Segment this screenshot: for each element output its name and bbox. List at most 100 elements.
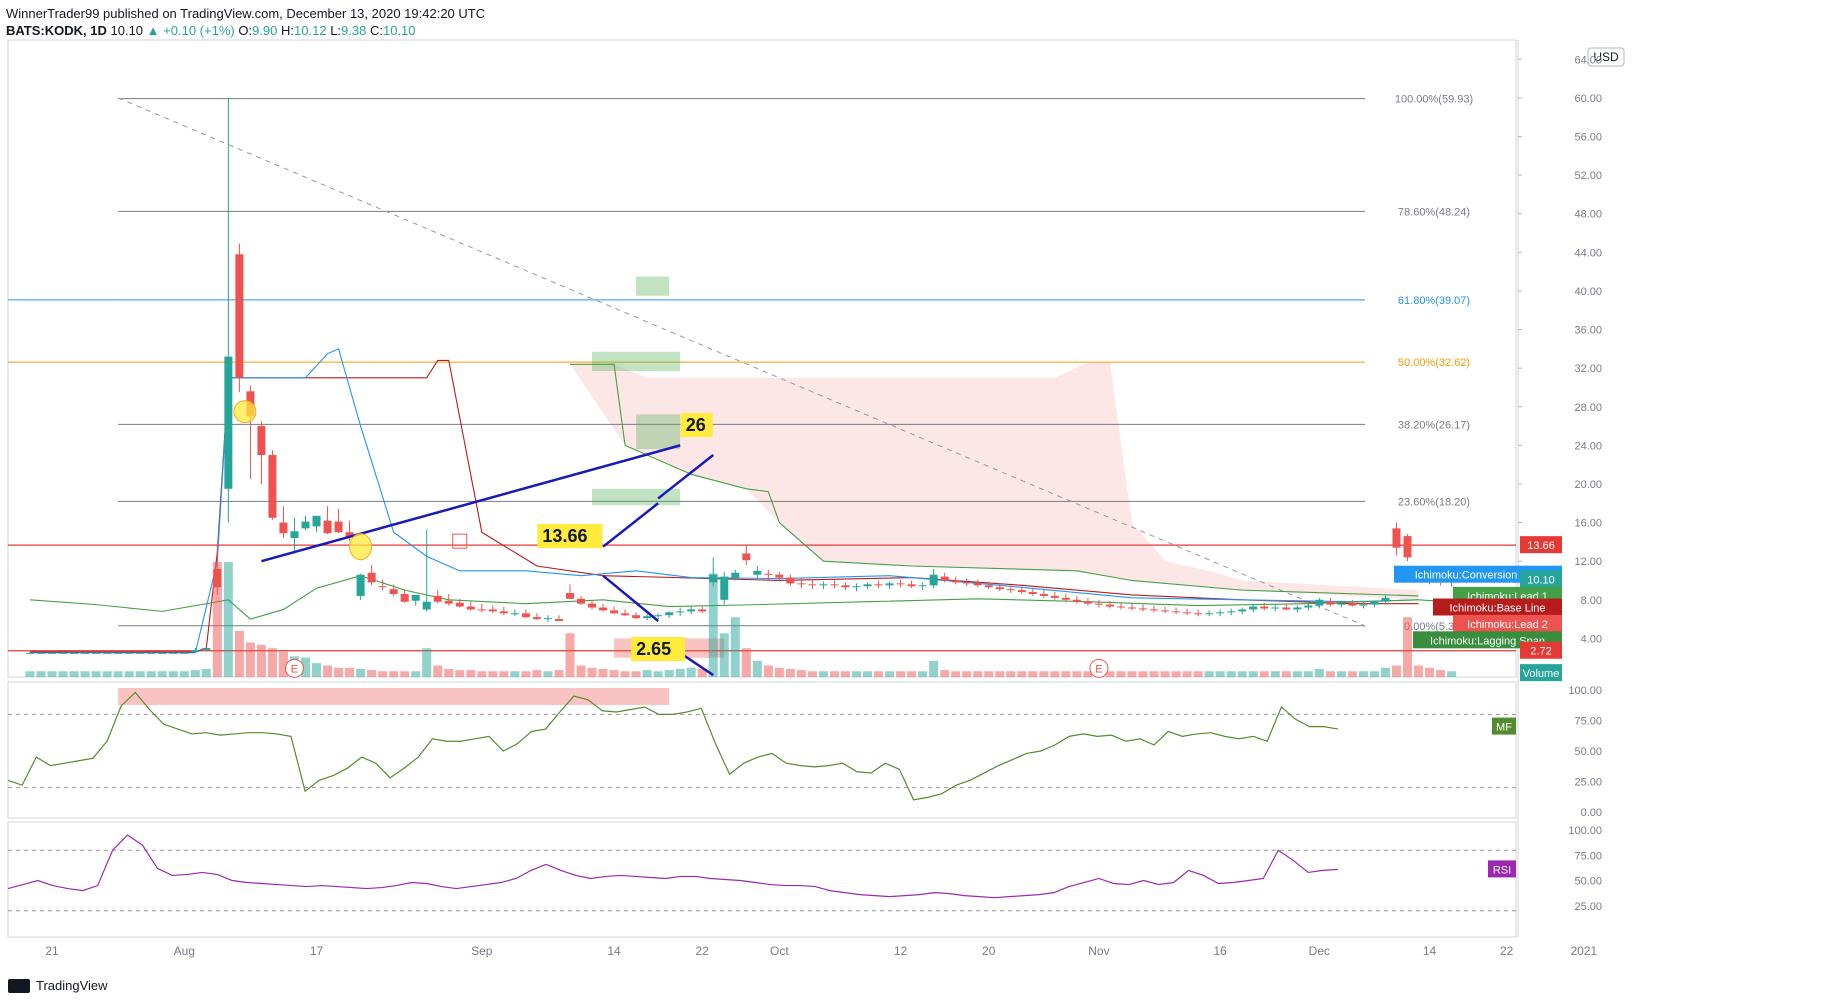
y-tick-label: 24.00 — [1574, 440, 1602, 452]
candle-body — [1139, 608, 1148, 610]
mfi-tick-label: 25.00 — [1574, 777, 1602, 789]
volume-bar — [201, 668, 211, 677]
candle-body — [1293, 607, 1302, 610]
candle-body — [775, 574, 784, 578]
ichimoku-lead-1 — [569, 363, 1419, 597]
candle-body — [279, 522, 288, 534]
x-tick-label: Dec — [1309, 944, 1330, 958]
volume-bar — [1116, 671, 1126, 677]
candle-body — [1128, 607, 1136, 609]
candle-body — [114, 652, 123, 654]
candle-body — [521, 613, 530, 618]
volume-bar — [1039, 671, 1049, 677]
x-tick-label: 14 — [1423, 944, 1437, 958]
x-tick-label: 2021 — [1570, 944, 1597, 958]
close-label: C: — [369, 23, 383, 38]
volume-bar — [47, 671, 57, 677]
volume-bar — [1403, 617, 1412, 677]
tradingview-logo-icon — [8, 978, 30, 993]
mfi-tick-label: 75.00 — [1574, 716, 1602, 728]
candle-body — [753, 570, 762, 575]
rsi-pane-frame — [7, 821, 1517, 938]
rsi-tick-label: 50.00 — [1574, 876, 1602, 888]
candle-body — [389, 589, 398, 594]
fib-level-label: 23.60%(18.20) — [1398, 496, 1470, 508]
volume-bar — [433, 665, 443, 677]
volume-bar — [1391, 665, 1401, 677]
candle-body — [378, 586, 387, 588]
volume-bar — [874, 671, 884, 677]
candle-body — [26, 652, 34, 654]
volume-bar — [962, 671, 972, 677]
volume-bar — [179, 671, 189, 677]
candle-body — [334, 521, 343, 533]
rsi-tick-label: 75.00 — [1574, 850, 1602, 862]
high-label: H: — [281, 23, 295, 38]
volume-bar — [918, 671, 928, 677]
candle-body — [48, 652, 57, 654]
target-zone-box — [636, 276, 670, 296]
change-arrow-icon: ▲ — [146, 23, 160, 38]
volume-bar — [256, 644, 266, 677]
candle-body — [1050, 595, 1059, 598]
fib-level-label: 100.00%(59.93) — [1395, 94, 1473, 106]
candle-body — [125, 652, 134, 654]
volume-bar — [1380, 667, 1390, 677]
volume-bar — [587, 667, 597, 677]
fib-level-label: 38.20%(26.17) — [1398, 419, 1470, 431]
candle-body — [301, 521, 310, 529]
volume-bar — [345, 667, 355, 677]
volume-bar — [951, 671, 961, 677]
volume-bar — [907, 671, 917, 677]
candle-body — [1260, 606, 1269, 609]
footer-brand[interactable]: TradingView — [36, 978, 108, 993]
candle-body — [455, 602, 464, 607]
volume-bar — [367, 670, 377, 677]
resistance-trendline — [261, 444, 681, 563]
volume-bar — [1160, 671, 1170, 677]
earnings-marker-icon — [284, 658, 304, 678]
volume-bar — [774, 667, 784, 677]
candle-body — [907, 584, 916, 587]
volume-bar — [1425, 667, 1435, 677]
candle-body — [984, 585, 993, 588]
volume-bar — [609, 670, 619, 677]
candle-body — [588, 603, 597, 608]
open-label: O: — [238, 23, 253, 38]
candle-body — [676, 611, 685, 613]
volume-bar — [1061, 671, 1071, 677]
volume-bar — [576, 665, 586, 677]
low-label: L: — [330, 23, 342, 38]
volume-bar — [312, 663, 322, 677]
candle-body — [1072, 599, 1081, 602]
candle-body — [852, 586, 861, 588]
candle-body — [1194, 613, 1203, 615]
candle-body — [169, 652, 178, 654]
volume-bar — [752, 660, 762, 677]
bull-flag-line-1 — [602, 502, 659, 548]
volume-bar — [323, 665, 333, 677]
volume-bar — [818, 671, 828, 677]
volume-bar — [477, 671, 487, 677]
volume-bar — [620, 671, 630, 677]
volume-bar — [1215, 671, 1225, 677]
candle-body — [1183, 612, 1192, 614]
volume-bar — [708, 573, 718, 677]
candle-body — [742, 553, 751, 561]
annotation-box — [537, 524, 603, 549]
volume-bar — [422, 648, 432, 677]
price-label-text: 13.66 — [1527, 540, 1555, 552]
candle-body — [1282, 607, 1291, 610]
volume-bar — [719, 633, 729, 677]
candle-body — [70, 652, 79, 654]
volume-bar — [653, 671, 663, 677]
volume-bar — [565, 633, 575, 677]
candle-body — [1326, 601, 1335, 605]
volume-bar — [1017, 671, 1027, 677]
candle-body — [147, 652, 156, 654]
volume-bar — [102, 671, 112, 677]
currency-box — [1587, 47, 1625, 67]
price-label-text: Volume — [1523, 668, 1560, 680]
mfi-label: MF — [1496, 722, 1512, 734]
